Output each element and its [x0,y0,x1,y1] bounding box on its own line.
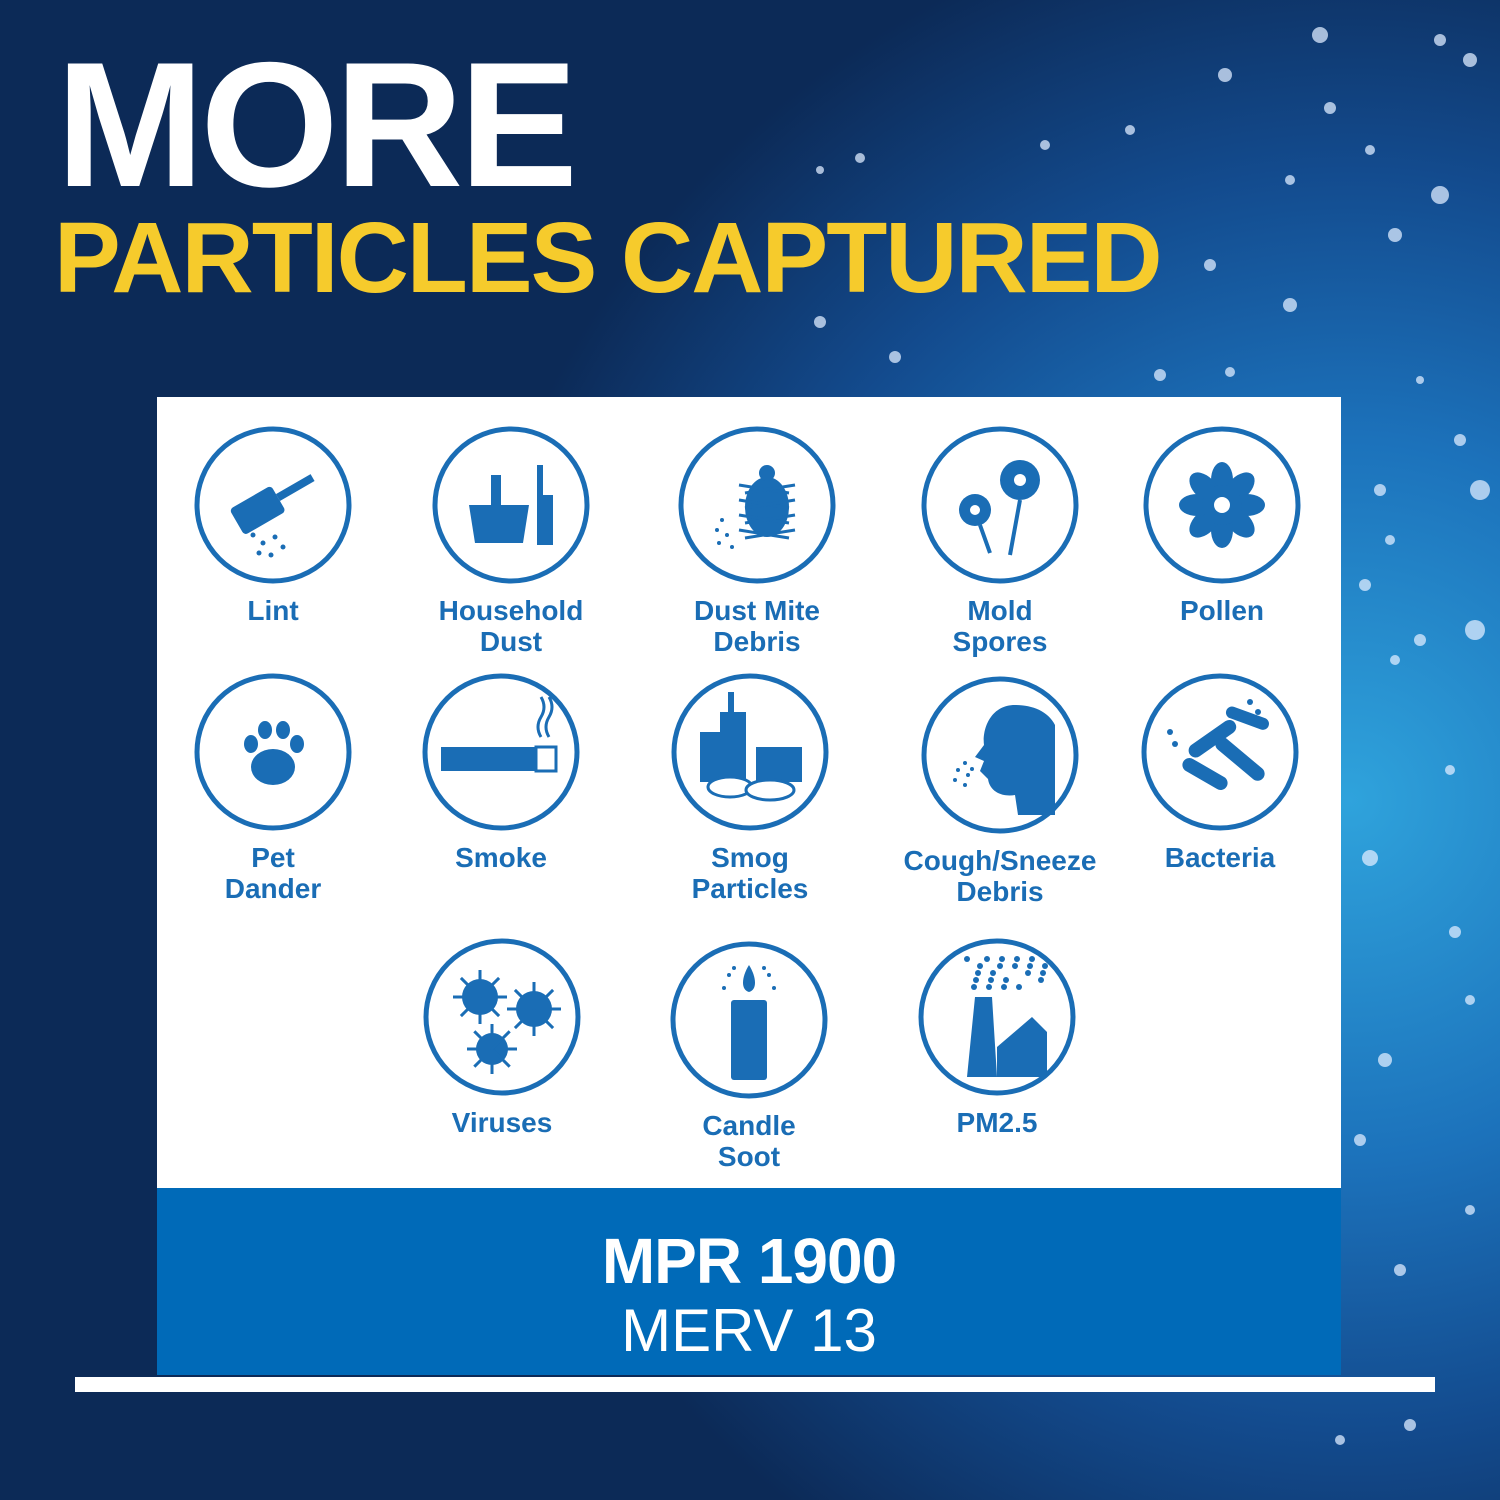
virus-icon [423,938,581,1096]
sparkle-dot [1394,1264,1406,1276]
sparkle-dot [1431,186,1449,204]
particle-label: Lint [247,595,299,626]
sparkle-dot [1225,367,1235,377]
sparkle-dot [1465,1205,1475,1215]
sparkle-dot [1465,620,1485,640]
particle-item: Bacteria [1100,672,1340,873]
sparkle-dot [1470,480,1490,500]
sparkle-dot [1434,34,1446,46]
sparkle-dot [1204,259,1216,271]
particle-item: Pet Dander [153,672,393,904]
sparkle-dot [889,351,901,363]
sparkle-dot [1154,369,1166,381]
sparkle-dot [1324,102,1336,114]
sparkle-dot [1465,995,1475,1005]
sparkle-dot [1354,1134,1366,1146]
lint-roller-icon [194,426,352,584]
cigarette-icon [422,673,580,831]
sparkle-dot [1463,53,1477,67]
sparkle-dot [1335,1435,1345,1445]
pollen-flower-icon [1143,426,1301,584]
headline-more: MORE [56,25,578,224]
particle-item: Viruses [382,937,622,1138]
sparkle-dot [1416,376,1424,384]
merv-rating: MERV 13 [621,1297,877,1364]
particle-label: Dust Mite Debris [694,595,820,657]
sparkle-dot [1385,535,1395,545]
particle-item: Pollen [1102,425,1342,626]
particle-label: Household Dust [438,595,584,657]
particle-item: PM2.5 [877,937,1117,1138]
dust-mite-icon [678,426,836,584]
sparkle-dot [1218,68,1232,82]
candle-icon [670,941,828,1099]
sneeze-face-icon [921,676,1079,834]
particle-label: Smog Particles [691,842,809,904]
particle-item: Smoke [381,672,621,873]
sparkle-dot [1359,579,1371,591]
particle-item: Lint [153,425,393,626]
sparkle-dot [814,316,826,328]
particle-label: Cough/Sneeze Debris [903,845,1097,907]
sparkle-dot [1040,140,1050,150]
particle-label: Bacteria [1164,842,1276,873]
rating-band: MPR 1900 MERV 13 [157,1188,1341,1375]
particle-label: Viruses [451,1107,553,1138]
sparkle-dot [1285,175,1295,185]
sparkle-dot [1449,926,1461,938]
sparkle-dot [1414,634,1426,646]
headline-particles-captured: PARTICLES CAPTURED [54,202,1163,314]
dustpan-brush-icon [432,426,590,584]
sparkle-dot [1445,765,1455,775]
bacteria-icon [1141,673,1299,831]
particle-label: Pet Dander [224,842,322,904]
particle-item: Dust Mite Debris [637,425,877,657]
mold-flowers-icon [921,426,1079,584]
sparkle-dot [1378,1053,1392,1067]
sparkle-dot [855,153,865,163]
sparkle-dot [1454,434,1466,446]
particle-item: Mold Spores [880,425,1120,657]
particle-item: Smog Particles [630,672,870,904]
sparkle-dot [1374,484,1386,496]
particle-label: Mold Spores [952,595,1048,657]
particle-item: Household Dust [391,425,631,657]
sparkle-dot [1125,125,1135,135]
sparkle-dot [1365,145,1375,155]
sparkle-dot [816,166,824,174]
smokestack-icon [918,938,1076,1096]
sparkle-dot [1404,1419,1416,1431]
mpr-rating: MPR 1900 [601,1225,897,1297]
particle-label: PM2.5 [956,1107,1038,1138]
smog-city-icon [671,673,829,831]
shelf-line [75,1377,1435,1392]
sparkle-dot [1388,228,1402,242]
paw-print-icon [194,673,352,831]
sparkle-dot [1283,298,1297,312]
particle-label: Candle Soot [702,1110,796,1172]
particle-item: Cough/Sneeze Debris [880,675,1120,907]
particle-item: Candle Soot [629,940,869,1172]
particle-label: Smoke [455,842,547,873]
sparkle-dot [1390,655,1400,665]
particle-label: Pollen [1179,595,1264,626]
sparkle-dot [1362,850,1378,866]
sparkle-dot [1312,27,1328,43]
